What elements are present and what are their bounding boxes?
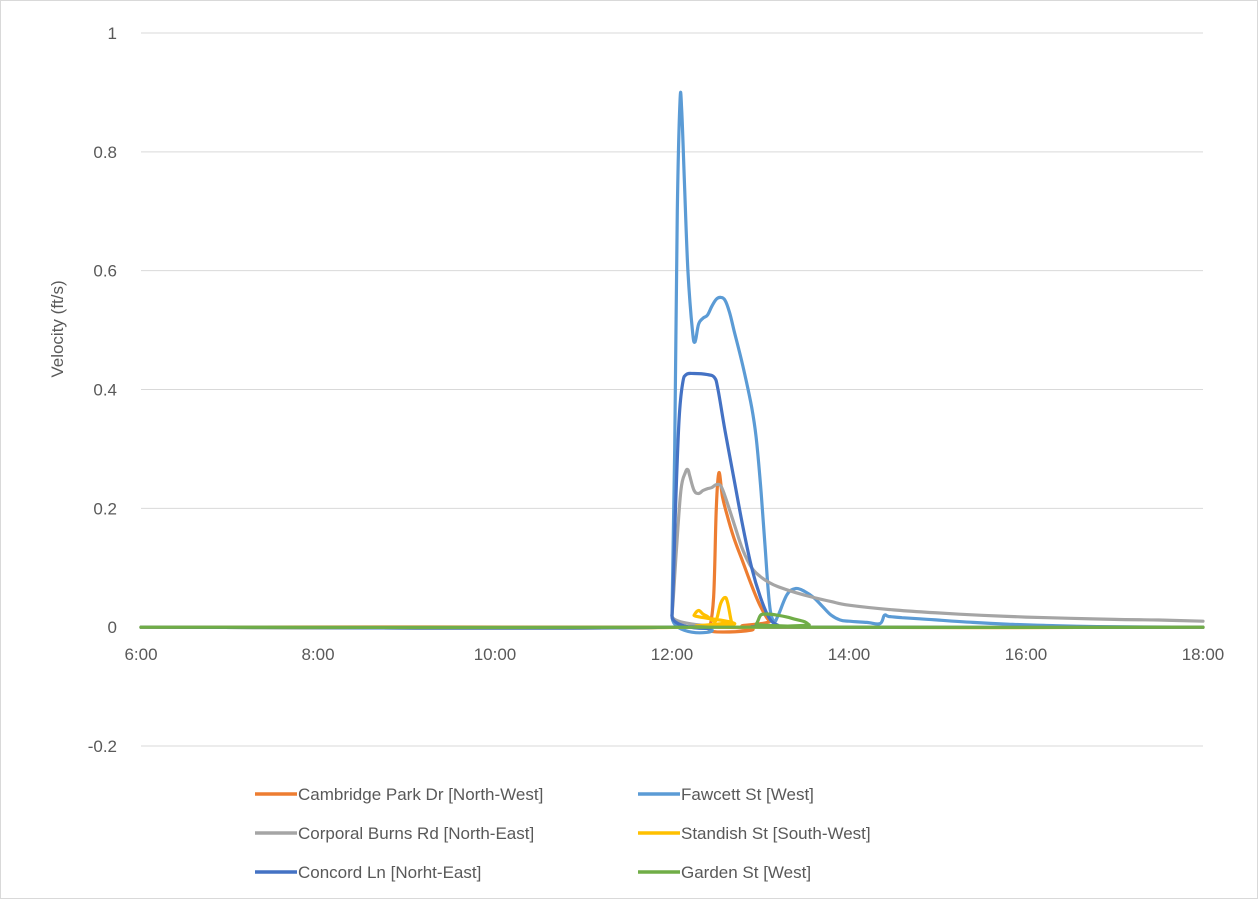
series-group [139,90,1205,635]
y-tick-label: 0.8 [93,143,117,162]
x-tick-label: 10:00 [474,645,517,664]
x-tick-label: 18:00 [1182,645,1225,664]
grid-lines [141,32,1203,747]
series-line-4 [139,371,1205,631]
x-tick-label: 16:00 [1005,645,1048,664]
legend-label: Corporal Burns Rd [North-East] [298,824,534,843]
y-tick-label: -0.2 [88,737,117,756]
y-tick-label: 0.4 [93,381,117,400]
legend: Cambridge Park Dr [North-West] Fawcett St… [255,785,871,882]
series-line-1 [139,90,1205,635]
y-axis-title: Velocity (ft/s) [48,280,67,377]
x-tick-label: 14:00 [828,645,871,664]
legend-label: Concord Ln [Norht-East] [298,863,481,882]
y-tick-label: 1 [108,24,117,43]
y-tick-label: 0.2 [93,499,117,518]
y-tick-label: 0.6 [93,262,117,281]
y-tick-label: 0 [108,618,117,637]
x-axis: 6:00 8:00 10:00 12:00 14:00 16:00 18:00 [124,645,1224,664]
x-tick-label: 8:00 [301,645,334,664]
series-line-2 [139,467,1205,630]
legend-label: Fawcett St [West] [681,785,814,804]
series-line-5 [139,612,1205,630]
x-tick-label: 6:00 [124,645,157,664]
x-tick-label: 12:00 [651,645,694,664]
legend-label: Garden St [West] [681,863,811,882]
y-axis: -0.2 0 0.2 0.4 0.6 0.8 1 [88,24,117,756]
legend-label: Cambridge Park Dr [North-West] [298,785,543,804]
legend-label: Standish St [South-West] [681,824,871,843]
